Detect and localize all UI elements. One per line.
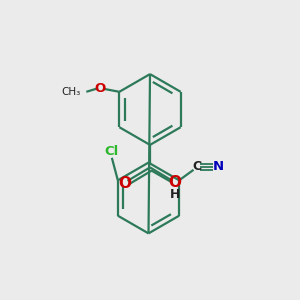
Text: Cl: Cl — [105, 145, 119, 158]
Text: N: N — [213, 160, 224, 173]
Text: H: H — [170, 188, 181, 201]
Text: O: O — [94, 82, 106, 95]
Text: CH₃: CH₃ — [61, 87, 80, 97]
Text: O: O — [118, 176, 131, 191]
Text: C: C — [193, 160, 202, 173]
Text: O: O — [168, 175, 182, 190]
